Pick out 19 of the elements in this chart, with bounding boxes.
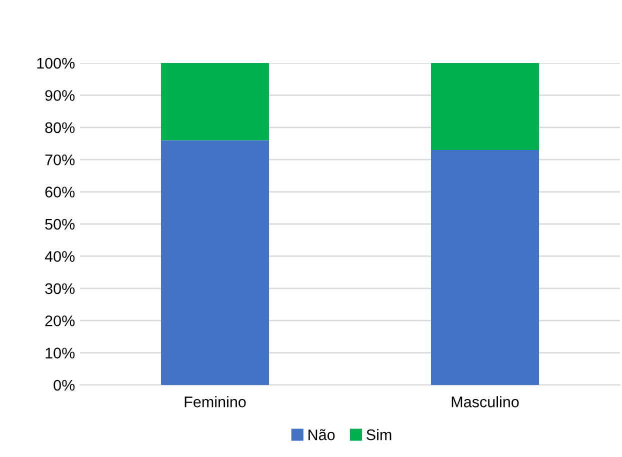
y-tick-label: 60% bbox=[45, 186, 75, 198]
legend-label: Não bbox=[308, 429, 335, 440]
x-tick-label: Masculino bbox=[452, 396, 519, 408]
y-tick-label: 0% bbox=[54, 380, 75, 391]
y-tick-label: 10% bbox=[46, 348, 75, 358]
y-tick-label: 20% bbox=[45, 315, 75, 326]
bar bbox=[161, 63, 269, 140]
y-tick-label: 30% bbox=[45, 283, 75, 294]
y-tick-label: 80% bbox=[45, 122, 75, 134]
y-tick-label: 70% bbox=[45, 154, 75, 166]
y-tick-label: 50% bbox=[45, 218, 75, 230]
bar bbox=[431, 63, 539, 150]
x-tick-label: Feminino bbox=[184, 396, 246, 408]
y-tick-label: 90% bbox=[45, 90, 75, 101]
y-tick-label: 40% bbox=[44, 251, 75, 262]
legend-label: Sim bbox=[366, 429, 392, 440]
bar bbox=[161, 140, 269, 385]
y-tick-label: 100% bbox=[37, 58, 75, 69]
bar bbox=[431, 150, 539, 385]
